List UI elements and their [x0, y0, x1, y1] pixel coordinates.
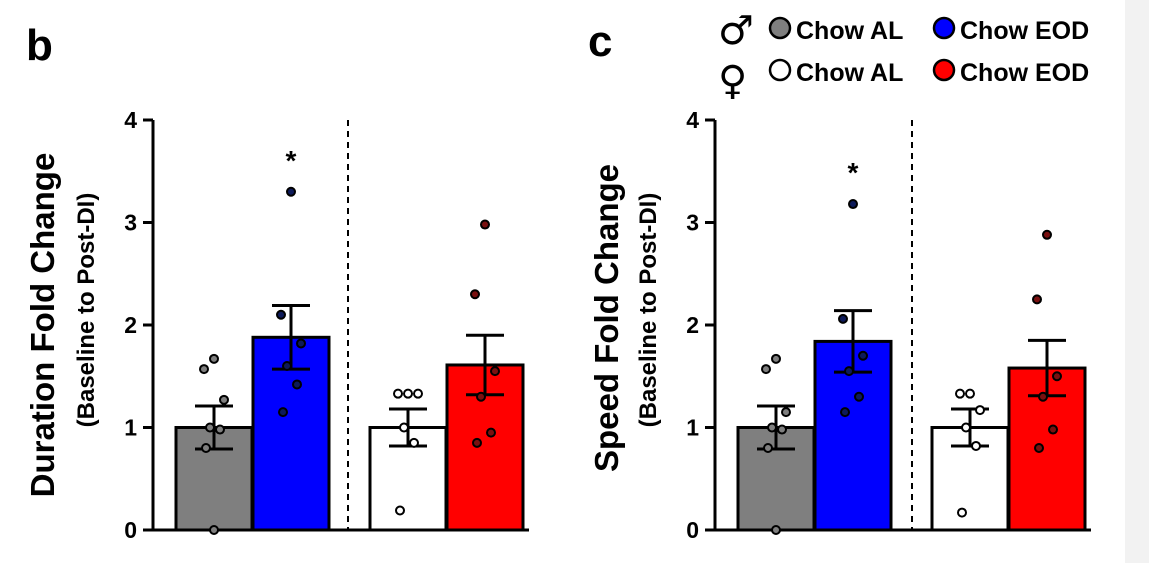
- data-point: [971, 440, 981, 451]
- data-point: [199, 364, 209, 375]
- y-axis-subtitle-c: (Baseline to Post-DI): [635, 193, 662, 428]
- data-point: [476, 391, 486, 402]
- chart-panel-c: 0 1 2 3 4 *: [686, 107, 1091, 543]
- data-point: [854, 391, 864, 402]
- data-point: [282, 361, 292, 371]
- y-axis-title-c: Speed Fold Change: [588, 164, 625, 472]
- data-point: [844, 366, 854, 377]
- significance-asterisk: *: [848, 157, 859, 188]
- data-point: [278, 407, 288, 418]
- data-point: [848, 199, 858, 210]
- data-point: [403, 388, 413, 399]
- data-point: [205, 422, 215, 433]
- y-tick-label: 3: [124, 210, 137, 236]
- data-point: [201, 443, 211, 453]
- y-tick-label: 1: [124, 415, 137, 441]
- data-point: [763, 443, 773, 453]
- y-tick-label: 0: [124, 517, 137, 543]
- y-tick-label: 4: [124, 107, 137, 133]
- data-point: [480, 219, 490, 230]
- data-point: [1034, 443, 1044, 453]
- legend-label-male-chow-eod: Chow EOD: [960, 17, 1089, 45]
- data-point: [470, 289, 480, 300]
- y-tick-label: 2: [124, 312, 137, 338]
- data-point: [771, 353, 781, 364]
- data-point: [296, 338, 306, 349]
- data-point: [1032, 294, 1042, 305]
- data-point: [975, 405, 985, 416]
- legend-label-female-chow-al: Chow AL: [796, 59, 903, 87]
- data-point: [1052, 371, 1062, 382]
- significance-asterisk: *: [286, 145, 297, 176]
- data-point: [393, 388, 403, 399]
- data-point: [276, 309, 286, 320]
- data-point: [486, 427, 496, 438]
- data-point: [399, 422, 409, 433]
- data-point: [961, 422, 971, 433]
- y-axis-title-b: Duration Fold Change: [24, 153, 61, 498]
- data-point: [209, 525, 219, 535]
- data-point: [472, 437, 482, 448]
- data-point: [1038, 391, 1048, 402]
- y-tick-label: 1: [686, 415, 699, 441]
- male-symbol-icon: ♂: [718, 8, 754, 54]
- data-point: [781, 407, 791, 418]
- chart-panel-b: 0 1 2 3 4 *: [124, 107, 529, 543]
- data-point: [771, 525, 781, 535]
- data-point: [215, 424, 225, 435]
- data-point: [219, 394, 229, 405]
- data-point: [767, 422, 777, 433]
- data-point: [395, 505, 405, 516]
- edge-strip: [1125, 0, 1149, 563]
- data-point: [840, 407, 850, 418]
- panel-label-c: c: [588, 17, 612, 66]
- legend-swatch-female-chow-eod: [932, 58, 956, 82]
- y-tick-label: 2: [686, 312, 699, 338]
- legend-label-female-chow-eod: Chow EOD: [960, 59, 1089, 87]
- data-point: [957, 507, 967, 518]
- legend-swatch-female-chow-al: [768, 58, 792, 82]
- y-tick-label: 0: [686, 517, 699, 543]
- y-tick-label: 4: [686, 107, 699, 133]
- y-tick-label: 3: [686, 210, 699, 236]
- data-point: [838, 313, 848, 324]
- legend: ♂ ♀ Chow AL Chow EOD Chow AL Chow EOD: [718, 8, 1089, 104]
- data-point: [409, 437, 419, 448]
- data-point: [965, 388, 975, 399]
- y-axis-subtitle-b: (Baseline to Post-DI): [73, 193, 100, 428]
- legend-label-male-chow-al: Chow AL: [796, 17, 903, 45]
- data-point: [777, 424, 787, 435]
- data-point: [761, 364, 771, 375]
- data-point: [292, 379, 302, 390]
- data-point: [955, 388, 965, 399]
- legend-swatch-male-chow-al: [768, 16, 792, 40]
- data-point: [490, 366, 500, 377]
- legend-swatch-male-chow-eod: [932, 16, 956, 40]
- data-point: [1048, 424, 1058, 435]
- data-point: [413, 388, 423, 399]
- data-point: [286, 186, 296, 197]
- data-point: [858, 350, 868, 361]
- data-point: [1042, 229, 1052, 240]
- female-symbol-icon: ♀: [718, 58, 747, 104]
- panel-label-b: b: [26, 21, 53, 70]
- data-point: [209, 353, 219, 364]
